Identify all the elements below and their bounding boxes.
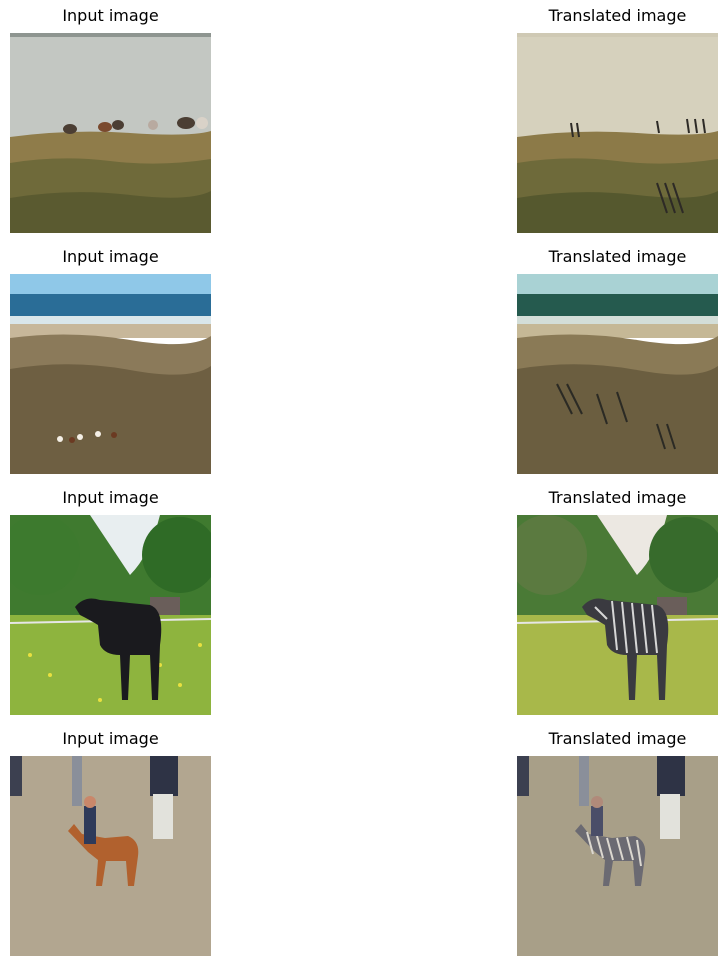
input-image-black-horse-meadow	[10, 515, 211, 715]
translated-image-zebra-meadow	[517, 515, 718, 715]
translated-image-zebra-rider-arena	[517, 756, 718, 956]
translated-image-title: Translated image	[548, 729, 687, 748]
translated-image-title: Translated image	[548, 247, 687, 266]
input-image-horses-beach	[10, 274, 211, 474]
translated-image-title: Translated image	[548, 488, 687, 507]
input-image-horses-hill	[10, 33, 211, 233]
input-image-title: Input image	[62, 488, 159, 507]
input-image-title: Input image	[62, 6, 159, 25]
input-image-title: Input image	[62, 729, 159, 748]
input-image-title: Input image	[62, 247, 159, 266]
translated-image-zebras-hill	[517, 33, 718, 233]
translated-image-zebras-beach	[517, 274, 718, 474]
input-image-horse-rider-arena	[10, 756, 211, 956]
translated-image-title: Translated image	[548, 6, 687, 25]
